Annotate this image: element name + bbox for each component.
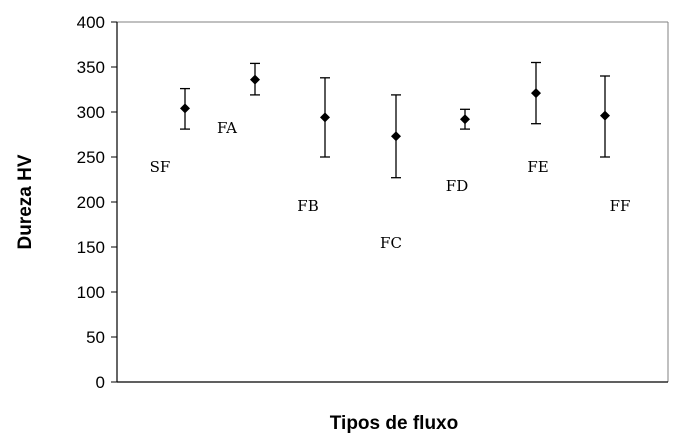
data-point-fd [460,108,470,130]
point-label-ff: FF [610,197,631,215]
point-label-fa: FA [217,119,237,137]
plot-area [117,21,669,382]
point-label-fe: FE [527,158,548,176]
point-label-fb: FB [297,197,318,215]
y-axis-title: Dureza HV [15,154,36,249]
y-tick-label: 50 [86,328,105,347]
diamond-marker [460,114,470,125]
y-tick-label: 350 [77,58,105,77]
data-point-fb [320,77,330,158]
y-tick-label: 300 [77,103,105,122]
data-point-fc [391,94,401,179]
data-point-fa [250,62,260,96]
diamond-marker [250,74,260,85]
diamond-marker [391,131,401,142]
data-series [180,61,610,179]
point-labels: SF FA FB FC FD FE FF [150,119,631,252]
diamond-marker [320,112,330,123]
diamond-marker [180,103,190,114]
y-tick-label: 400 [77,13,105,32]
data-point-fe [531,61,541,125]
point-label-fc: FC [380,234,402,252]
y-tick-label: 150 [77,238,105,257]
y-tick-label: 250 [77,148,105,167]
x-axis-title: Tipos de fluxo [330,413,458,434]
point-label-fd: FD [446,177,468,195]
data-point-sf [180,87,190,130]
point-label-sf: SF [150,158,171,176]
diamond-marker [531,88,541,99]
y-tick-label: 0 [96,373,105,392]
y-axis: 0 50 100 150 200 250 300 350 400 [77,13,118,392]
y-tick-label: 200 [77,193,105,212]
diamond-marker [600,110,610,121]
y-tick-label: 100 [77,283,105,302]
data-point-ff [600,75,610,158]
